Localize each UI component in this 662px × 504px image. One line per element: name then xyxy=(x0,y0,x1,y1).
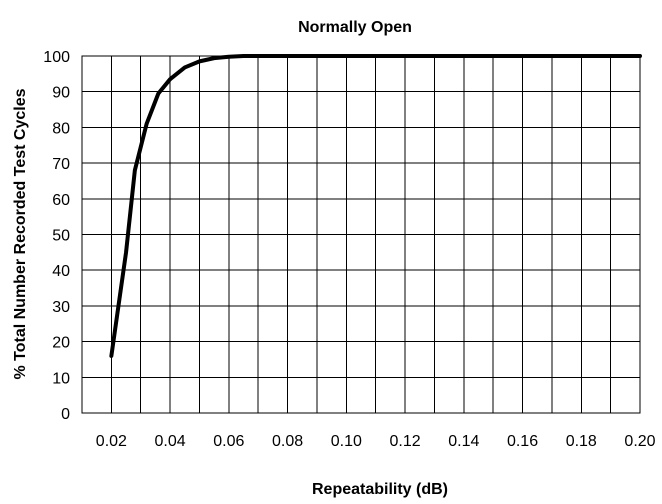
x-tick-label: 0.18 xyxy=(566,433,597,450)
x-tick-label: 0.06 xyxy=(213,433,244,450)
x-tick-label: 0.12 xyxy=(389,433,420,450)
y-tick-label: 60 xyxy=(52,192,70,209)
grid-lines xyxy=(82,56,640,413)
y-tick-label: 70 xyxy=(52,156,70,173)
x-tick-label: 0.16 xyxy=(507,433,538,450)
x-tick-label: 0.08 xyxy=(272,433,303,450)
x-axis-ticks: 0.02 0.04 0.06 0.08 0.10 0.12 0.14 0.16 0.18 0.20 xyxy=(96,433,656,450)
y-tick-label: 90 xyxy=(52,85,70,102)
x-tick-label: 0.10 xyxy=(331,433,362,450)
y-tick-label: 20 xyxy=(52,335,70,352)
y-tick-label: 50 xyxy=(52,228,70,245)
y-tick-label: 30 xyxy=(52,299,70,316)
series-line xyxy=(109,54,642,358)
y-tick-label: 10 xyxy=(52,370,70,387)
y-tick-label: 80 xyxy=(52,120,70,137)
x-tick-label: 0.02 xyxy=(96,433,127,450)
y-tick-label: 100 xyxy=(43,49,70,66)
x-axis-label: Repeatability (dB) xyxy=(312,481,448,498)
x-tick-label: 0.14 xyxy=(448,433,479,450)
y-axis-label: % Total Number Recorded Test Cycles xyxy=(12,88,29,379)
y-tick-label: 0 xyxy=(61,406,70,423)
y-tick-label: 40 xyxy=(52,263,70,280)
y-axis-ticks: 0 10 20 30 40 50 60 70 80 90 100 xyxy=(43,49,70,423)
chart-title: Normally Open xyxy=(298,19,412,36)
x-tick-label: 0.20 xyxy=(624,433,655,450)
x-tick-label: 0.04 xyxy=(155,433,186,450)
